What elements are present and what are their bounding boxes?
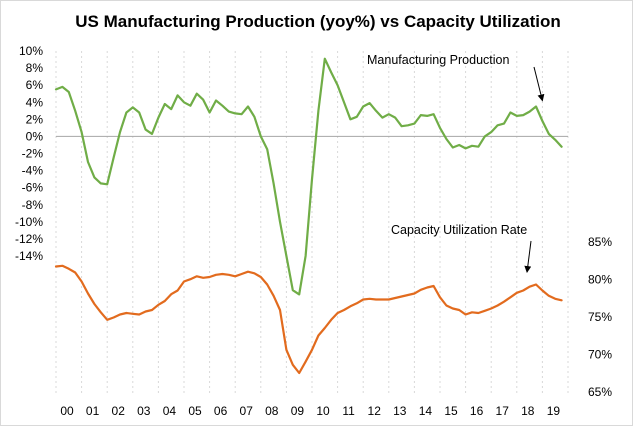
- x-tick-label: 01: [86, 404, 100, 418]
- left-tick-label: 2%: [26, 112, 44, 126]
- x-tick-label: 11: [342, 404, 355, 418]
- x-tick-label: 05: [188, 404, 202, 418]
- left-tick-label: -2%: [22, 147, 44, 161]
- left-tick-label: -4%: [22, 164, 44, 178]
- right-axis: 85% 80% 75% 70% 65%: [588, 235, 612, 399]
- left-tick-label: -10%: [15, 215, 43, 229]
- x-tick-label: 03: [137, 404, 151, 418]
- x-tick-label: 19: [547, 404, 561, 418]
- left-tick-label: 8%: [26, 61, 44, 75]
- left-tick-label: 10%: [19, 44, 43, 58]
- right-tick-label: 85%: [588, 235, 612, 249]
- right-tick-label: 80%: [588, 273, 612, 287]
- series-layer: [54, 57, 563, 375]
- left-tick-label: 6%: [26, 78, 44, 92]
- x-tick-label: 04: [163, 404, 177, 418]
- left-tick-label: -12%: [15, 232, 43, 246]
- x-tick-label: 06: [214, 404, 228, 418]
- right-tick-label: 70%: [588, 348, 612, 362]
- x-tick-label: 12: [368, 404, 382, 418]
- x-tick-label: 17: [496, 404, 510, 418]
- grid-layer: [55, 51, 569, 393]
- right-tick-label: 75%: [588, 310, 612, 324]
- left-tick-label: 0%: [26, 129, 44, 143]
- x-tick-label: 02: [112, 404, 126, 418]
- x-axis: 00 01 02 03 04 05 06 07 08 09 10 11 12 13 14 15 16 17 18 19: [60, 404, 560, 418]
- left-tick-label: -8%: [22, 198, 44, 212]
- series-line-manufacturing-production: [54, 57, 563, 296]
- x-tick-label: 08: [265, 404, 279, 418]
- x-tick-label: 09: [291, 404, 305, 418]
- x-tick-label: 16: [470, 404, 484, 418]
- right-tick-label: 65%: [588, 385, 612, 399]
- x-tick-label: 10: [316, 404, 330, 418]
- x-tick-label: 00: [60, 404, 74, 418]
- annotation-capacity-utilization: Capacity Utilization Rate: [391, 223, 527, 237]
- left-tick-label: -6%: [22, 181, 44, 195]
- x-tick-label: 18: [521, 404, 535, 418]
- left-tick-label: 4%: [26, 95, 44, 109]
- x-tick-label: 13: [393, 404, 407, 418]
- x-tick-label: 15: [444, 404, 458, 418]
- x-tick-label: 14: [419, 404, 433, 418]
- left-tick-label: -14%: [15, 249, 43, 263]
- annotation-manufacturing-production: Manufacturing Production: [367, 53, 509, 67]
- x-tick-label: 07: [240, 404, 254, 418]
- annotation-arrow-capacity: [524, 240, 532, 273]
- series-line-capacity-utilization-rate: [54, 264, 563, 375]
- chart-title: US Manufacturing Production (yoy%) vs Ca…: [75, 12, 561, 31]
- annotation-arrow-manufacturing: [533, 66, 545, 102]
- left-axis: 10% 8% 6% 4% 2% 0% -2% -4% -6% -8% -10% -12% -14%: [15, 44, 43, 263]
